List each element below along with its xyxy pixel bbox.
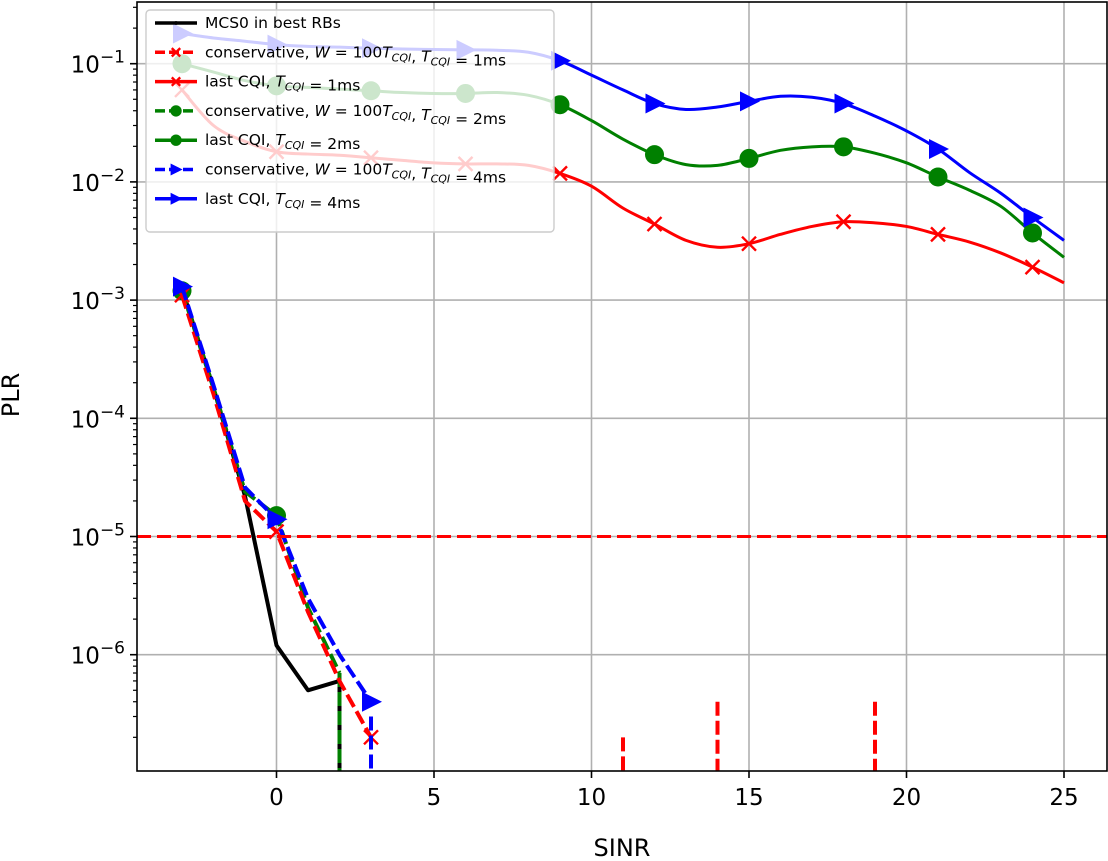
x-marker (930, 226, 946, 243)
circle-marker (739, 148, 759, 168)
legend-entry: last CQI, TCQI = 2ms (155, 131, 360, 153)
x-tick-label: 0 (269, 785, 284, 811)
x-marker (552, 165, 568, 182)
y-axis-title: PLR (0, 373, 25, 418)
plot-frame (136, 1, 1108, 772)
triangle-marker (170, 192, 183, 205)
circle-marker (928, 167, 948, 187)
circle-marker (170, 134, 182, 146)
y-tick-label: 10−2 (71, 166, 125, 197)
triangle-marker (645, 93, 666, 114)
circle-marker (834, 137, 853, 157)
legend-box (145, 9, 555, 233)
x-tick-label: 25 (1049, 785, 1078, 811)
triangle-marker (929, 138, 949, 159)
triangle-marker (362, 691, 382, 712)
triangle-marker (834, 93, 855, 114)
x-marker (1024, 259, 1041, 275)
x-axis-title: SINR (594, 834, 651, 861)
circle-marker (170, 105, 182, 117)
circle-marker (1023, 223, 1042, 243)
x-tick-label: 5 (427, 785, 442, 811)
y-tick-label: 10−3 (71, 284, 125, 315)
dot-marker (174, 21, 178, 25)
triangle-marker (551, 50, 571, 71)
triangle-marker (170, 163, 183, 176)
legend-label: last CQI, TCQI = 4ms (205, 190, 360, 212)
y-tick-label: 10−4 (71, 402, 125, 433)
y-tick-label: 10−6 (71, 639, 125, 670)
legend-entry: conservative, W = 100TCQI, TCQI = 2ms (155, 102, 506, 128)
x-tick-label: 20 (892, 785, 921, 811)
x-tick-label: 10 (577, 785, 606, 811)
triangle-marker (267, 509, 288, 530)
legend-entry: conservative, W = 100TCQI, TCQI = 1ms (155, 43, 506, 69)
x-marker (741, 235, 757, 252)
triangle-marker (740, 91, 760, 112)
x-marker (170, 47, 182, 58)
legend-entry: conservative, W = 100TCQI, TCQI = 4ms (155, 161, 506, 187)
x-marker (646, 216, 663, 232)
x-tick-label: 15 (734, 785, 763, 811)
legend-entry: last CQI, TCQI = 1ms (155, 73, 360, 95)
legend: MCS0 in best RBs conservative, W = 100TCQ… (145, 9, 555, 233)
legend-entry: MCS0 in best RBs (155, 14, 341, 32)
circle-marker (645, 145, 664, 165)
triangle-marker (173, 276, 193, 297)
legend-label: last CQI, TCQI = 2ms (205, 131, 360, 153)
y-tick-label: 10−1 (71, 48, 125, 79)
x-marker (835, 213, 852, 230)
y-tick-label: 10−5 (71, 521, 125, 552)
series-5 (173, 276, 382, 771)
legend-label: conservative, W = 100TCQI, TCQI = 4ms (205, 161, 506, 187)
legend-label: MCS0 in best RBs (205, 14, 341, 32)
ticks: 0 5 10 15 20 25 10−1 10−2 10−3 10−4 10−5 10−6 (71, 6, 1079, 811)
legend-label: conservative, W = 100TCQI, TCQI = 2ms (205, 102, 506, 128)
triangle-marker (1023, 207, 1044, 228)
x-marker (170, 76, 182, 87)
legend-entry: last CQI, TCQI = 4ms (155, 190, 360, 212)
circle-marker (550, 95, 570, 115)
legend-label: last CQI, TCQI = 1ms (205, 73, 360, 95)
legend-label: conservative, W = 100TCQI, TCQI = 1ms (205, 43, 506, 69)
